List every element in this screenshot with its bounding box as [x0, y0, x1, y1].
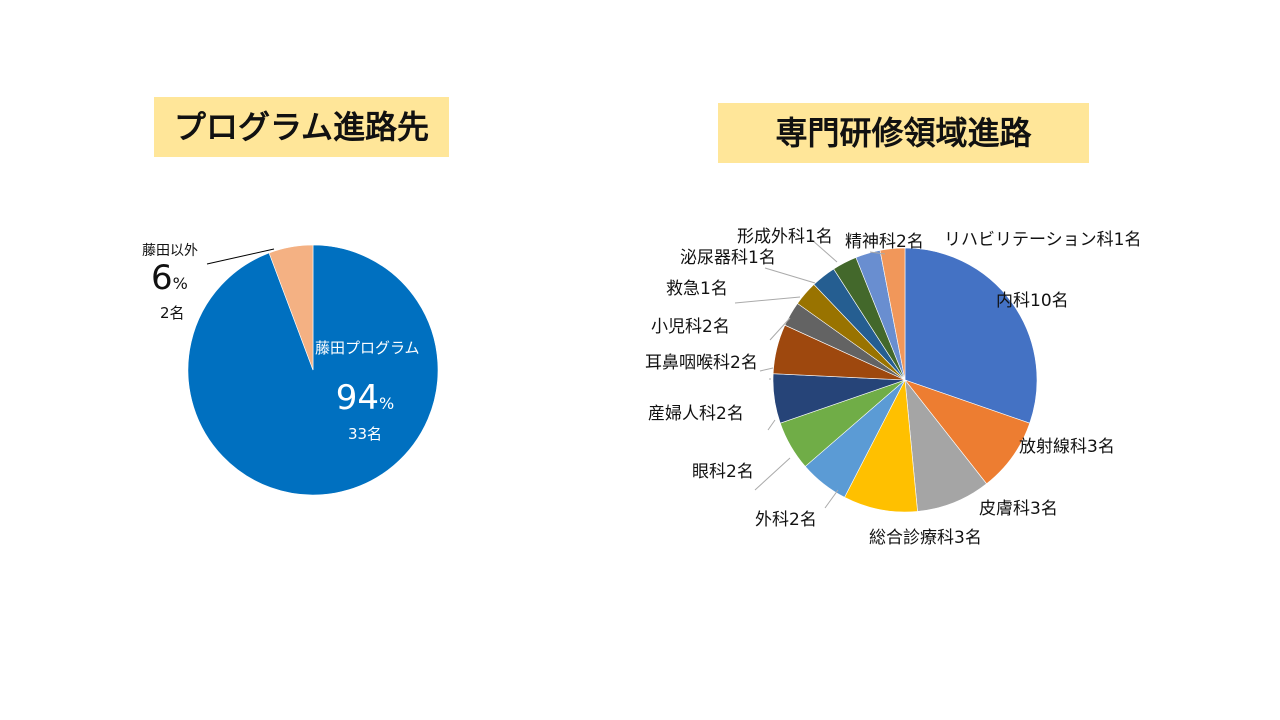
slice-label: 皮膚科3名: [979, 499, 1058, 519]
leader-line: [754, 457, 791, 491]
leader-line: [764, 267, 816, 284]
slice-label: 内科10名: [996, 291, 1069, 311]
slice-label: 形成外科1名: [737, 227, 833, 247]
percent-unit: %: [379, 394, 395, 413]
percent-value: 6: [151, 258, 173, 298]
leader-line: [734, 296, 801, 304]
slice-count-fujita: 33名: [347, 425, 383, 443]
slice-label: 泌尿器科1名: [680, 248, 776, 268]
leader-line: [759, 367, 774, 372]
slice-count-other: 2名: [160, 304, 185, 322]
slice-percent-other: 6%: [151, 258, 188, 298]
percent-unit: %: [172, 274, 188, 293]
slice-percent-fujita: 94%: [315, 378, 415, 418]
slice-label: 眼科2名: [692, 462, 754, 482]
leader-line: [869, 251, 886, 255]
slice-label-fujita: 藤田プログラム: [315, 339, 420, 357]
slice-label: 小児科2名: [651, 317, 730, 337]
leader-line: [206, 248, 275, 265]
chart-title-program: プログラム進路先: [154, 97, 449, 157]
specialty-slice: [904, 247, 1038, 424]
slice-label: 放射線科3名: [1019, 437, 1115, 457]
leader-line: [811, 239, 838, 263]
program-slice: [268, 244, 314, 371]
slice-label: 精神科2名: [845, 232, 924, 252]
slice-label: リハビリテーション科1名: [944, 230, 1142, 250]
slice-label: 総合診療科3名: [869, 528, 982, 548]
leader-line: [767, 419, 776, 431]
slice-label: 耳鼻咽喉科2名: [645, 353, 758, 373]
chart-title-specialty: 専門研修領域進路: [718, 103, 1089, 163]
leader-line: [769, 317, 791, 341]
slice-label: 外科2名: [755, 510, 817, 530]
specialty-slice: [879, 247, 906, 381]
slice-label: 産婦人科2名: [648, 404, 744, 424]
slice-label: 救急1名: [666, 279, 728, 299]
leader-line: [824, 489, 839, 509]
percent-value: 94: [335, 378, 380, 418]
slice-label-other: 藤田以外: [142, 243, 198, 259]
